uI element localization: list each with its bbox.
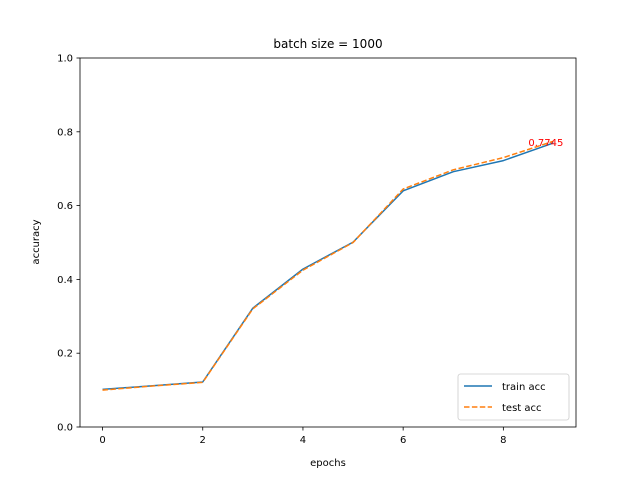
x-axis-label: epochs [310,458,346,469]
x-tick-label: 4 [300,435,306,446]
plot-layer: 0 2 4 6 8 0.0 0.2 0.4 0.6 0.8 1.0 0.7745 train acc te… [57,54,577,446]
y-tick-label: 0.8 [57,127,73,138]
y-tick-label: 0.0 [57,423,73,434]
y-axis-label: accuracy [31,219,42,264]
chart-title: batch size = 1000 [273,37,382,51]
x-tick-label: 2 [200,435,206,446]
plot-frame [79,57,577,428]
y-tick-label: 0.6 [57,201,73,212]
value-annotation: 0.7745 [528,138,563,149]
legend-label: train acc [502,382,546,393]
legend-label: test acc [502,403,542,414]
y-tick-label: 1.0 [57,54,73,65]
series-line-test-acc [102,140,554,391]
y-tick-label: 0.4 [57,275,73,286]
x-tick-label: 8 [500,435,506,446]
x-tick-label: 6 [400,435,406,446]
x-tick-label: 0 [99,435,105,446]
y-tick-label: 0.2 [57,349,73,360]
